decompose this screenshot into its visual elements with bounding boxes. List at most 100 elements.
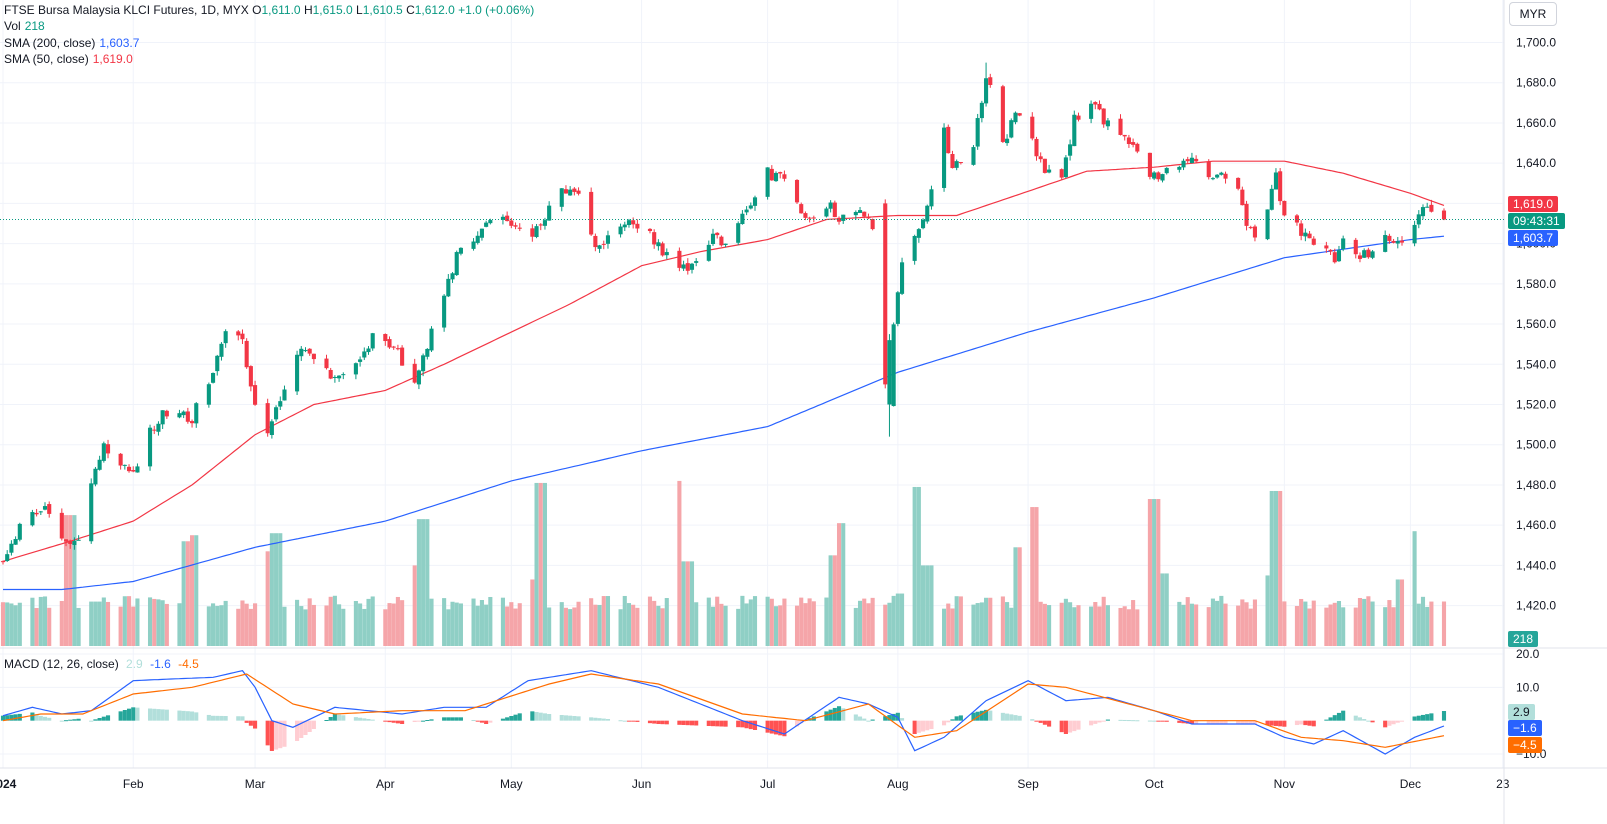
candle[interactable] xyxy=(97,455,102,471)
candle[interactable] xyxy=(782,170,787,182)
candle[interactable] xyxy=(1324,241,1329,253)
candle[interactable] xyxy=(509,217,514,229)
candle[interactable] xyxy=(0,560,6,565)
candle[interactable] xyxy=(1152,171,1157,181)
candle[interactable] xyxy=(156,421,161,436)
candle[interactable] xyxy=(517,223,522,232)
candle[interactable] xyxy=(534,223,539,239)
candle[interactable] xyxy=(652,229,657,249)
candle[interactable] xyxy=(626,218,632,228)
candle[interactable] xyxy=(685,258,690,275)
candle[interactable] xyxy=(1147,152,1152,180)
candle[interactable] xyxy=(681,260,686,271)
candle[interactable] xyxy=(622,221,627,231)
candle[interactable] xyxy=(694,258,699,267)
candle[interactable] xyxy=(689,262,695,274)
candle[interactable] xyxy=(542,217,548,230)
candle[interactable] xyxy=(1370,250,1375,260)
candle[interactable] xyxy=(899,257,905,296)
candle[interactable] xyxy=(219,342,224,361)
candle[interactable] xyxy=(122,464,127,470)
candle[interactable] xyxy=(181,410,186,419)
candle[interactable] xyxy=(484,220,489,228)
candle[interactable] xyxy=(1005,134,1010,146)
candle[interactable] xyxy=(1038,152,1043,163)
candle[interactable] xyxy=(656,239,661,251)
candle[interactable] xyxy=(38,510,43,516)
candle[interactable] xyxy=(921,218,926,230)
candle[interactable] xyxy=(211,372,216,384)
candle[interactable] xyxy=(1353,237,1358,259)
candle[interactable] xyxy=(660,241,665,257)
candle[interactable] xyxy=(677,247,682,272)
candle[interactable] xyxy=(105,439,111,459)
candle[interactable] xyxy=(958,161,963,165)
candle[interactable] xyxy=(454,250,459,276)
candle[interactable] xyxy=(244,338,249,369)
candle[interactable] xyxy=(1034,136,1039,161)
candle[interactable] xyxy=(1101,108,1106,128)
candle[interactable] xyxy=(895,291,900,327)
candle[interactable] xyxy=(366,346,371,355)
candle[interactable] xyxy=(278,396,283,411)
candle[interactable] xyxy=(744,206,749,216)
candle[interactable] xyxy=(773,171,779,182)
candle[interactable] xyxy=(1122,134,1127,141)
candle[interactable] xyxy=(1042,158,1047,174)
candle[interactable] xyxy=(1047,164,1052,174)
candle[interactable] xyxy=(475,231,480,245)
candle[interactable] xyxy=(715,232,720,239)
candle[interactable] xyxy=(236,330,241,341)
sma200-legend[interactable]: SMA (200, close) 1,603.7 xyxy=(4,35,139,51)
candle[interactable] xyxy=(547,201,552,221)
candle[interactable] xyxy=(1248,225,1253,230)
candle[interactable] xyxy=(479,228,484,241)
candle[interactable] xyxy=(1328,249,1333,255)
candle[interactable] xyxy=(1307,231,1312,239)
candle[interactable] xyxy=(513,222,518,230)
candle[interactable] xyxy=(253,380,258,406)
candle[interactable] xyxy=(1265,209,1270,241)
candle[interactable] xyxy=(1206,159,1211,180)
candle[interactable] xyxy=(1017,113,1022,117)
candle[interactable] xyxy=(400,345,405,366)
candle[interactable] xyxy=(912,234,917,265)
candle[interactable] xyxy=(1223,171,1228,184)
candle[interactable] xyxy=(1105,118,1110,131)
candle[interactable] xyxy=(752,195,758,211)
candle[interactable] xyxy=(778,171,783,179)
candle[interactable] xyxy=(1362,248,1367,258)
candle[interactable] xyxy=(341,372,346,380)
candle[interactable] xyxy=(13,536,18,545)
candle[interactable] xyxy=(59,508,64,541)
candle[interactable] xyxy=(265,398,270,437)
candle[interactable] xyxy=(866,213,871,219)
candle[interactable] xyxy=(295,350,300,395)
candle[interactable] xyxy=(1219,171,1224,176)
candle[interactable] xyxy=(1126,134,1131,148)
macd-legend[interactable]: MACD (12, 26, close) 2.9 -1.6 -4.5 xyxy=(4,656,199,672)
candle[interactable] xyxy=(1441,208,1447,221)
candle[interactable] xyxy=(1210,177,1215,181)
candle[interactable] xyxy=(828,200,833,213)
candle[interactable] xyxy=(1135,142,1140,154)
candle[interactable] xyxy=(1185,156,1190,164)
candle[interactable] xyxy=(719,235,724,247)
candle[interactable] xyxy=(618,223,623,238)
candle[interactable] xyxy=(1189,152,1194,164)
candle[interactable] xyxy=(442,294,447,332)
candle[interactable] xyxy=(538,223,543,231)
candle[interactable] xyxy=(370,332,375,351)
candle[interactable] xyxy=(421,353,426,377)
candle[interactable] xyxy=(736,221,741,246)
candle[interactable] xyxy=(1156,171,1161,182)
candle[interactable] xyxy=(1063,155,1068,179)
candle[interactable] xyxy=(1341,235,1346,252)
candle[interactable] xyxy=(1391,238,1396,244)
candle[interactable] xyxy=(332,375,337,383)
candle[interactable] xyxy=(723,243,728,248)
candle[interactable] xyxy=(710,228,716,246)
candle[interactable] xyxy=(984,62,989,107)
candle[interactable] xyxy=(215,354,220,376)
candle[interactable] xyxy=(446,274,451,298)
